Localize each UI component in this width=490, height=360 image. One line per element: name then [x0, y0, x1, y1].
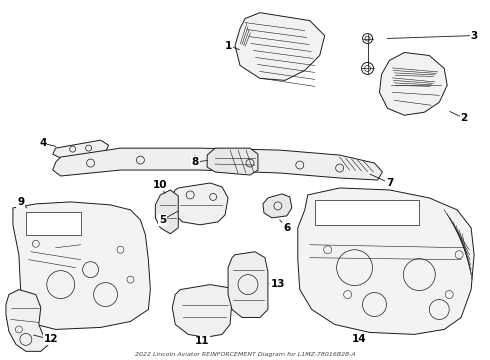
Text: 2022 Lincoln Aviator REINFORCEMENT Diagram for L1MZ-78016B28-A: 2022 Lincoln Aviator REINFORCEMENT Diagr… — [135, 352, 355, 357]
Polygon shape — [6, 289, 49, 351]
Text: 4: 4 — [39, 138, 47, 148]
Text: 13: 13 — [270, 279, 285, 289]
Polygon shape — [53, 140, 108, 158]
Polygon shape — [263, 194, 292, 218]
Polygon shape — [53, 148, 383, 180]
Polygon shape — [379, 53, 447, 115]
Text: 12: 12 — [44, 334, 58, 345]
Text: 2: 2 — [461, 113, 468, 123]
Text: 7: 7 — [386, 178, 393, 188]
Text: 3: 3 — [470, 31, 478, 41]
Text: 14: 14 — [352, 334, 367, 345]
Text: 8: 8 — [192, 157, 199, 167]
Polygon shape — [171, 183, 228, 225]
Polygon shape — [228, 252, 268, 318]
Text: 1: 1 — [224, 41, 232, 50]
Polygon shape — [13, 202, 150, 329]
Polygon shape — [298, 188, 474, 334]
Polygon shape — [207, 148, 258, 175]
Text: 9: 9 — [17, 197, 24, 207]
Polygon shape — [172, 285, 232, 337]
Polygon shape — [235, 13, 325, 80]
Polygon shape — [315, 200, 419, 225]
Text: 10: 10 — [153, 180, 168, 190]
Polygon shape — [155, 190, 178, 234]
Text: 6: 6 — [283, 223, 291, 233]
Text: 5: 5 — [159, 215, 166, 225]
Polygon shape — [26, 212, 81, 235]
Text: 11: 11 — [195, 336, 209, 346]
